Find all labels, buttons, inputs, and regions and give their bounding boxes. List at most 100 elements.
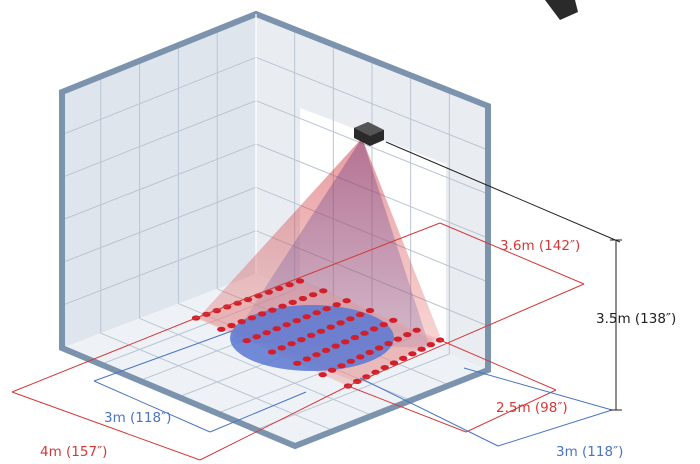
detection-point <box>426 342 435 348</box>
detection-point <box>302 314 311 320</box>
red-dim-left-c <box>199 385 349 461</box>
detection-point <box>295 278 305 284</box>
detection-point <box>365 349 374 355</box>
red-dim-right-c <box>439 339 557 391</box>
detection-point <box>275 285 284 291</box>
left-wall-grid-line <box>61 186 257 264</box>
floor-grid-line <box>255 353 450 431</box>
left-wall-grid-line <box>61 56 257 136</box>
detection-point <box>288 299 297 305</box>
detection-point <box>293 360 302 366</box>
detection-point <box>399 355 408 361</box>
detection-point <box>285 282 294 288</box>
detection-point <box>342 298 351 304</box>
detection-point <box>319 288 328 294</box>
device-corner-fragment <box>545 0 578 20</box>
red-dim-left-b <box>11 391 201 461</box>
red-left-dimension-label: 4m (157″) <box>40 444 107 460</box>
detection-point <box>252 334 261 340</box>
blue-right-dimension-label: 3m (118″) <box>556 444 623 460</box>
detection-point <box>337 363 346 369</box>
detection-point <box>374 345 384 351</box>
left-wall-grid-line <box>61 100 257 178</box>
detection-point <box>365 307 375 314</box>
dimension-labels: 3.6m (142″) 2.5m (98″) 4m (157″) 3m (118… <box>40 238 676 460</box>
detection-point <box>389 360 399 366</box>
detection-point <box>287 341 296 347</box>
left-wall <box>62 14 256 348</box>
blue-dim-right-b <box>497 409 613 447</box>
red-dim-top-a <box>195 222 441 319</box>
height-dimension-label: 3.5m (138″) <box>596 311 676 327</box>
detection-point <box>277 345 286 351</box>
detection-point <box>412 327 421 333</box>
red-dim-right-b <box>465 389 557 433</box>
left-wall-grid-line <box>61 230 257 306</box>
dimension-lines <box>11 141 622 461</box>
detection-point <box>326 324 335 330</box>
detection-point <box>380 365 389 371</box>
left-wall-grid-line <box>61 143 257 221</box>
detection-point <box>389 317 398 323</box>
detection-point <box>307 332 316 338</box>
detection-point <box>242 338 251 344</box>
detection-point <box>298 295 308 302</box>
detection-point <box>316 328 326 334</box>
detection-point <box>268 307 277 313</box>
detection-point <box>237 319 246 325</box>
detection-point <box>417 346 426 352</box>
blue-dim-right-a <box>359 377 499 447</box>
red-right-dimension-label: 2.5m (98″) <box>496 400 568 416</box>
detection-point <box>384 340 393 347</box>
detection-point <box>356 312 365 318</box>
red-dim-right-a <box>347 385 467 433</box>
detection-point <box>292 318 301 324</box>
red-dim-left-a <box>11 317 197 393</box>
detection-point <box>247 315 257 321</box>
detection-point <box>282 322 291 328</box>
detection-point <box>327 367 337 373</box>
red-dim-top-c <box>347 283 585 387</box>
detection-point <box>267 349 277 355</box>
detection-point <box>312 310 321 316</box>
detection-point <box>223 304 232 310</box>
blue-dim-left-c <box>209 391 307 433</box>
detection-point <box>360 330 369 336</box>
detection-point <box>346 358 356 364</box>
detection-points <box>191 278 445 389</box>
detection-point <box>408 351 417 357</box>
ceiling-sensor <box>354 0 578 146</box>
red-dim-top-b <box>439 222 585 285</box>
detection-point <box>379 322 388 328</box>
detection-point <box>302 356 312 362</box>
detection-point <box>227 322 236 329</box>
detection-point <box>321 347 331 353</box>
detection-point <box>331 343 340 349</box>
detection-point <box>272 326 281 332</box>
detection-point <box>318 372 327 378</box>
detection-point <box>308 292 318 298</box>
detection-point <box>217 326 226 332</box>
detection-point <box>393 336 403 342</box>
blue-dim-left-b <box>93 380 211 433</box>
detection-point <box>350 334 360 341</box>
detection-point <box>278 303 287 309</box>
red-top-dimension-label: 3.6m (142″) <box>500 238 580 254</box>
detection-point <box>233 300 242 306</box>
detection-point <box>362 374 371 380</box>
detection-point <box>257 311 267 317</box>
detection-point <box>336 320 345 326</box>
detection-point <box>262 330 271 336</box>
room <box>59 10 491 450</box>
detection-point <box>322 306 331 312</box>
sensor-coverage <box>191 138 445 389</box>
blue-dim-left-a <box>93 330 233 382</box>
detection-point <box>356 354 365 360</box>
detection-point <box>341 339 350 345</box>
height-dim-top <box>385 141 621 243</box>
right-wall-grid-line <box>255 100 489 195</box>
detection-point <box>369 326 379 332</box>
right-wall-grid-line <box>255 56 489 151</box>
blue-dim-right-c <box>463 367 613 411</box>
